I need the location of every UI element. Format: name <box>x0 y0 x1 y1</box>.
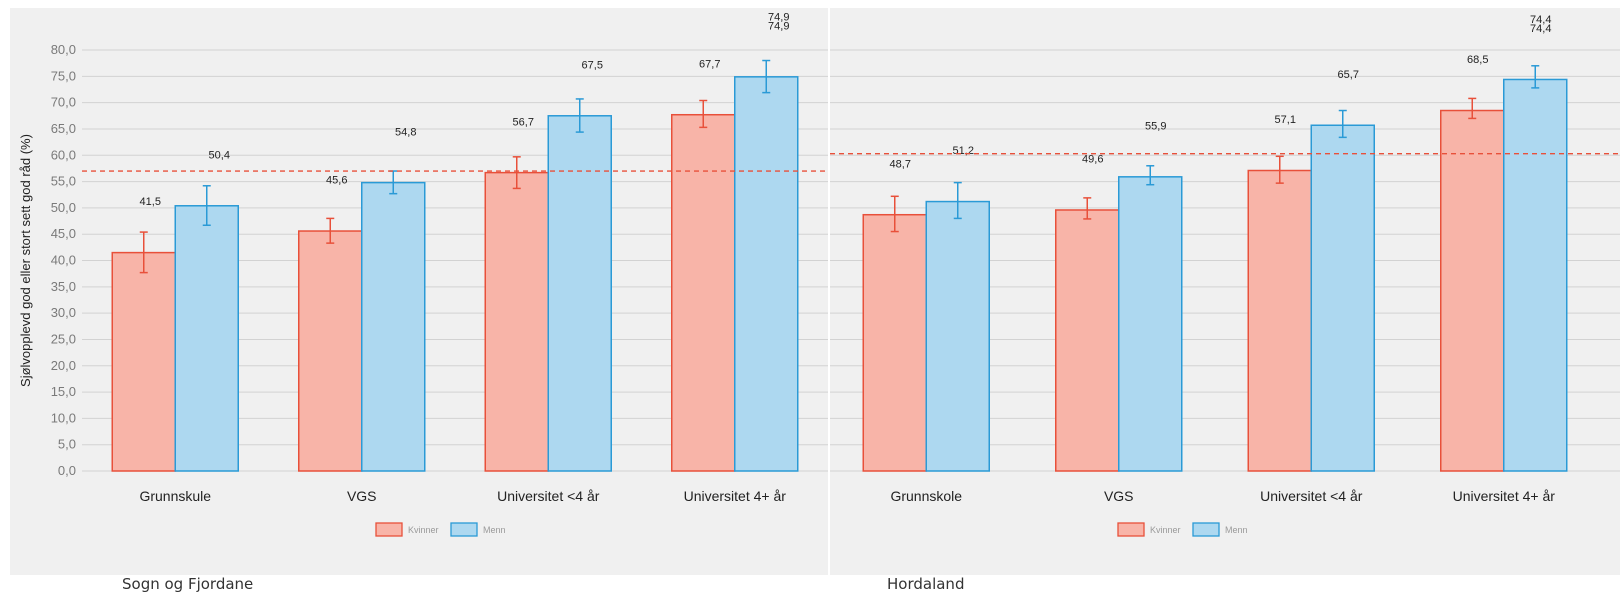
y-tick-label: 45,0 <box>51 226 76 241</box>
data-label: 51,2 <box>953 145 974 157</box>
bar-kvinner-universitet-4-r <box>485 173 548 471</box>
data-label: 56,7 <box>513 116 534 128</box>
bar-kvinner-grunnskole <box>863 215 926 471</box>
x-tick-label: Universitet 4+ år <box>684 488 787 504</box>
x-tick-label: Grunnskole <box>890 488 962 504</box>
y-tick-label: 40,0 <box>51 253 76 268</box>
data-label-duplicate: 74,4 <box>1530 14 1551 26</box>
legend-swatch-menn <box>451 523 477 536</box>
y-tick-label: 5,0 <box>58 437 76 452</box>
bar-menn-universitet-4-r <box>1504 79 1567 471</box>
panel-caption-hordaland: Hordaland <box>887 575 964 593</box>
chart-panel-hordaland: 48,7 51,2 Grunnskole 49,6 55,9 VGS 57,1 65,7 Uni… <box>830 8 1620 575</box>
y-tick-label: 0,0 <box>58 463 76 478</box>
y-tick-label: 10,0 <box>51 410 76 425</box>
data-label: 65,7 <box>1338 69 1359 81</box>
data-label: 57,1 <box>1275 114 1296 126</box>
x-tick-label: VGS <box>347 488 377 504</box>
data-label: 48,7 <box>890 158 911 170</box>
legend-swatch-kvinner <box>376 523 402 536</box>
y-tick-label: 65,0 <box>51 121 76 136</box>
data-label: 54,8 <box>395 126 416 138</box>
y-tick-label: 25,0 <box>51 331 76 346</box>
bar-menn-grunnskole <box>926 202 989 471</box>
bar-menn-universitet-4-r <box>1311 125 1374 471</box>
y-tick-label: 75,0 <box>51 68 76 83</box>
x-tick-label: Universitet <4 år <box>1260 488 1363 504</box>
x-tick-label: Universitet 4+ år <box>1453 488 1556 504</box>
legend-swatch-menn <box>1193 523 1219 536</box>
bar-kvinner-universitet-4-r <box>1248 171 1311 471</box>
y-tick-label: 60,0 <box>51 147 76 162</box>
data-label-duplicate: 74,9 <box>768 11 789 23</box>
bar-kvinner-vgs <box>299 231 362 471</box>
data-label: 55,9 <box>1145 120 1166 132</box>
bar-chart-hordaland: 48,7 51,2 Grunnskole 49,6 55,9 VGS 57,1 65,7 Uni… <box>830 8 1620 575</box>
y-axis-label: Sjølvopplevd god eller stort sett god rå… <box>18 134 33 387</box>
y-tick-label: 80,0 <box>51 42 76 57</box>
y-tick-label: 35,0 <box>51 279 76 294</box>
x-tick-label: Universitet <4 år <box>497 488 600 504</box>
data-label: 67,7 <box>699 58 720 70</box>
y-tick-label: 20,0 <box>51 358 76 373</box>
legend-label-menn: Menn <box>1225 525 1248 535</box>
x-tick-label: Grunnskule <box>139 488 211 504</box>
bar-menn-grunnskule <box>175 206 238 471</box>
legend-label-kvinner: Kvinner <box>1150 525 1181 535</box>
y-tick-label: 55,0 <box>51 174 76 189</box>
chart-panel-sogn-og-fjordane: 0,0 5,0 10,0 15,0 20,0 25,0 30,0 35,0 40,0 45,0 50… <box>10 8 828 575</box>
bar-kvinner-universitet-4-r <box>1441 111 1504 471</box>
data-label: 45,6 <box>326 175 347 187</box>
bar-menn-universitet-4-r <box>548 116 611 471</box>
legend-swatch-kvinner <box>1118 523 1144 536</box>
bar-kvinner-universitet-4-r <box>672 115 735 471</box>
y-tick-label: 50,0 <box>51 200 76 215</box>
y-tick-label: 15,0 <box>51 384 76 399</box>
legend-label-menn: Menn <box>483 525 506 535</box>
y-tick-label: 70,0 <box>51 95 76 110</box>
y-tick-label: 30,0 <box>51 305 76 320</box>
data-label: 68,5 <box>1467 54 1488 66</box>
panel-caption-sogn-og-fjordane: Sogn og Fjordane <box>122 575 253 593</box>
data-label: 50,4 <box>209 149 230 161</box>
x-tick-label: VGS <box>1104 488 1134 504</box>
bar-menn-vgs <box>362 183 425 471</box>
bar-chart-sogn-og-fjordane: 0,0 5,0 10,0 15,0 20,0 25,0 30,0 35,0 40,0 45,0 50… <box>10 8 828 575</box>
bar-kvinner-vgs <box>1056 210 1119 471</box>
legend-label-kvinner: Kvinner <box>408 525 439 535</box>
bar-menn-universitet-4-r <box>735 77 798 471</box>
data-label: 41,5 <box>140 196 161 208</box>
data-label: 49,6 <box>1082 154 1103 166</box>
bar-kvinner-grunnskule <box>112 253 175 471</box>
bar-menn-vgs <box>1119 177 1182 471</box>
data-label: 67,5 <box>582 59 603 71</box>
